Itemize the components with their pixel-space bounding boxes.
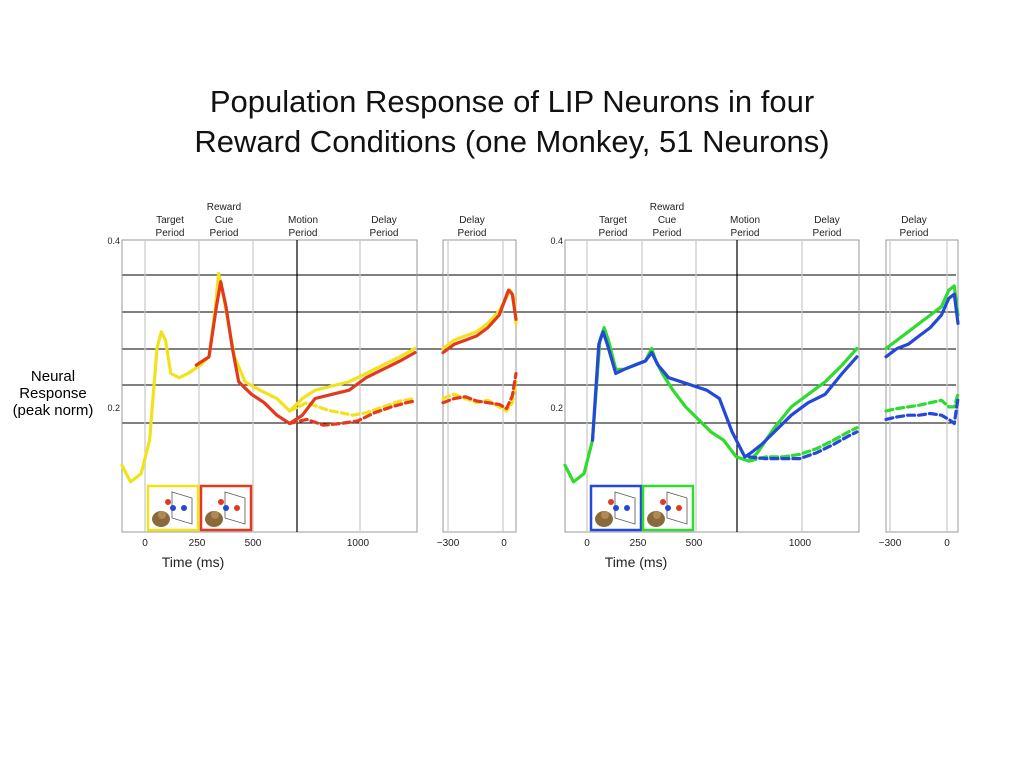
y-tick-label-0.2: 0.2 <box>550 403 563 413</box>
slide-title: Population Response of LIP Neurons in fo… <box>0 82 1024 162</box>
condition-icon-blue <box>589 484 643 532</box>
choice-dot <box>181 505 187 511</box>
period-label-2-line-1: Reward <box>207 202 241 213</box>
condition-icon-green <box>641 484 695 532</box>
x-tick-label-0: 0 <box>584 538 590 549</box>
period-label-1-line-2: Period <box>156 228 185 239</box>
x-axis-label: Time (ms) <box>605 554 667 570</box>
series-blue-dashed-target <box>747 430 859 461</box>
series-green-solid-saccade <box>884 284 960 351</box>
y-tick-label-0.4: 0.4 <box>107 236 120 246</box>
target-dot-blue <box>223 505 229 511</box>
choice-dot <box>624 505 630 511</box>
choice-dot <box>676 505 682 511</box>
period-label-2-line-1: Reward <box>650 202 684 213</box>
period-label-4-line-1: Delay <box>814 215 840 226</box>
monkey-face-icon <box>653 511 661 519</box>
y-axis-label-line-1: Neural <box>30 368 76 385</box>
monkey-face-icon <box>211 511 219 519</box>
target-dot-blue <box>613 505 619 511</box>
choice-dot <box>234 505 240 511</box>
x-tick-label-1000: 1000 <box>347 538 370 549</box>
series-red-dashed-saccade <box>441 371 518 411</box>
period-label-2-line-2: Cue <box>215 215 234 226</box>
axes-frame-main <box>564 239 860 533</box>
series-red-dashed-target <box>288 399 417 427</box>
target-dot-blue <box>665 505 671 511</box>
title-line-2: Reward Conditions (one Monkey, 51 Neuron… <box>194 124 830 159</box>
x-tick-label-saccade-1: 0 <box>944 538 950 549</box>
x-tick-label-250: 250 <box>189 538 206 549</box>
target-dot-red <box>660 499 666 505</box>
series-yellow-solid-target <box>120 271 417 484</box>
monkey-face-icon <box>158 511 166 519</box>
x-axis-label: Time (ms) <box>162 554 224 570</box>
monkey-face-icon <box>601 511 609 519</box>
target-dot-blue <box>170 505 176 511</box>
x-tick-label-saccade-0: −300 <box>437 538 460 549</box>
target-dot-red <box>165 499 171 505</box>
series-yellow-dashed-target <box>288 396 417 417</box>
period-label-2-line-3: Period <box>653 228 682 239</box>
period-label-3-line-2: Period <box>289 228 318 239</box>
axes-frame-main <box>121 239 418 533</box>
chart-panel-left: 0.4 0.2 0 250 500 1000 −300 0 Time (ms) Target Per… <box>107 202 518 570</box>
period-label-2-line-3: Period <box>210 228 239 239</box>
series-green-dashed-saccade <box>884 392 960 413</box>
x-tick-label-0: 0 <box>142 538 148 549</box>
condition-icon-red <box>199 484 253 532</box>
period-label-5-line-1: Delay <box>459 215 485 226</box>
series-red-solid-target <box>194 280 417 426</box>
target-dot-red <box>608 499 614 505</box>
y-tick-label-0.4: 0.4 <box>550 236 563 246</box>
series-yellow-dashed-saccade <box>441 380 518 413</box>
period-label-2-line-2: Cue <box>658 215 677 226</box>
period-label-5-line-1: Delay <box>901 215 927 226</box>
axes-frame-saccade <box>442 239 517 533</box>
series-blue-solid-target <box>590 330 859 459</box>
y-tick-label-0.2: 0.2 <box>107 403 120 413</box>
title-line-1: Population Response of LIP Neurons in fo… <box>209 84 815 119</box>
period-label-4-line-2: Period <box>370 228 399 239</box>
axes-frame-saccade <box>885 239 959 533</box>
period-label-3-line-2: Period <box>731 228 760 239</box>
x-tick-label-500: 500 <box>686 538 703 549</box>
period-label-3-line-1: Motion <box>730 215 760 226</box>
chart-panel-right: 0.4 0.2 0 250 500 1000 −300 0 Time (ms) Target Per… <box>550 202 960 570</box>
series-red-solid-saccade <box>441 288 518 355</box>
period-label-3-line-1: Motion <box>288 215 318 226</box>
y-axis-label: Neural Response (peak norm) <box>0 368 106 419</box>
x-tick-label-1000: 1000 <box>789 538 812 549</box>
x-tick-label-250: 250 <box>630 538 647 549</box>
period-label-1-line-2: Period <box>599 228 628 239</box>
period-label-1-line-1: Target <box>156 215 184 226</box>
series-blue-solid-saccade <box>884 292 960 359</box>
target-dot-red <box>218 499 224 505</box>
condition-icon-yellow <box>146 484 200 532</box>
y-axis-label-line-2: Response <box>19 385 87 402</box>
period-label-4-line-2: Period <box>813 228 842 239</box>
period-label-4-line-1: Delay <box>371 215 397 226</box>
series-green-dashed-target <box>747 426 859 463</box>
period-label-5-line-2: Period <box>458 228 487 239</box>
y-axis-label-line-3: (peak norm) <box>12 402 94 419</box>
period-label-1-line-1: Target <box>599 215 627 226</box>
x-tick-label-500: 500 <box>245 538 262 549</box>
x-tick-label-saccade-1: 0 <box>501 538 507 549</box>
series-blue-dashed-saccade <box>884 396 960 426</box>
x-tick-label-saccade-0: −300 <box>879 538 902 549</box>
period-label-5-line-2: Period <box>900 228 929 239</box>
